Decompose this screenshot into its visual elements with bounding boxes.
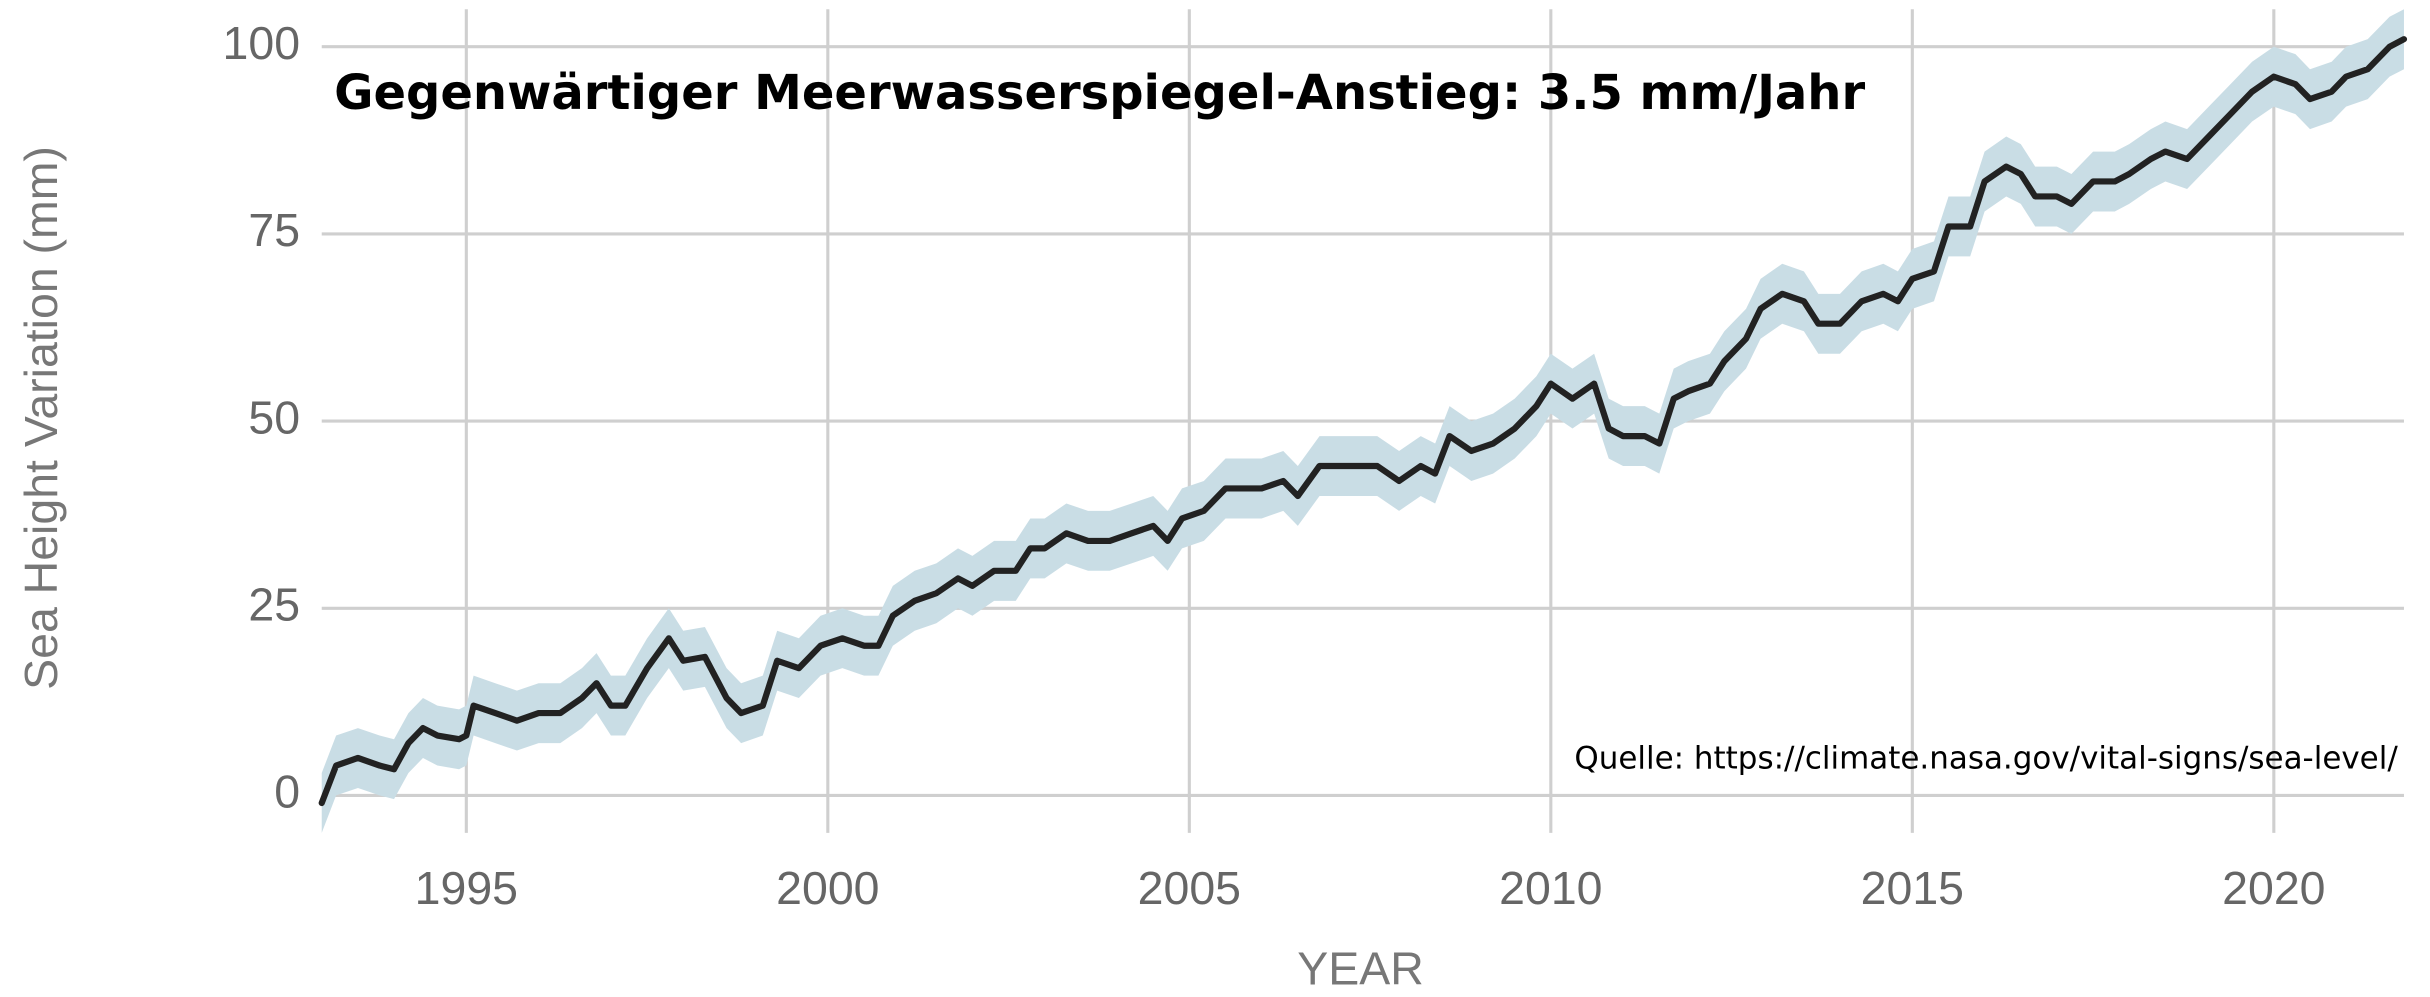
y-tick-label: 75 (248, 204, 300, 256)
x-tick-label: 2010 (1499, 862, 1602, 914)
data-line (318, 36, 2408, 807)
y-axis-label: Sea Height Variation (mm) (15, 146, 67, 690)
x-tick-label: 2020 (2222, 862, 2325, 914)
y-tick-label: 100 (223, 17, 300, 69)
y-tick-label: 0 (274, 766, 300, 818)
x-tick-label: 2015 (1861, 862, 1964, 914)
uncertainty-band (321, 9, 2404, 833)
y-tick-label: 25 (248, 579, 300, 631)
chart-title: Gegenwärtiger Meerwasserspiegel-Anstieg:… (334, 65, 1865, 121)
grid (321, 9, 2404, 833)
y-tick-label: 50 (248, 391, 300, 443)
x-tick-label: 2005 (1138, 862, 1241, 914)
x-tick-label: 1995 (415, 862, 518, 914)
source-note: Quelle: https://climate.nasa.gov/vital-s… (1574, 741, 2398, 777)
x-axis-label: YEAR (1297, 942, 1423, 994)
x-tick-label: 2000 (776, 862, 879, 914)
